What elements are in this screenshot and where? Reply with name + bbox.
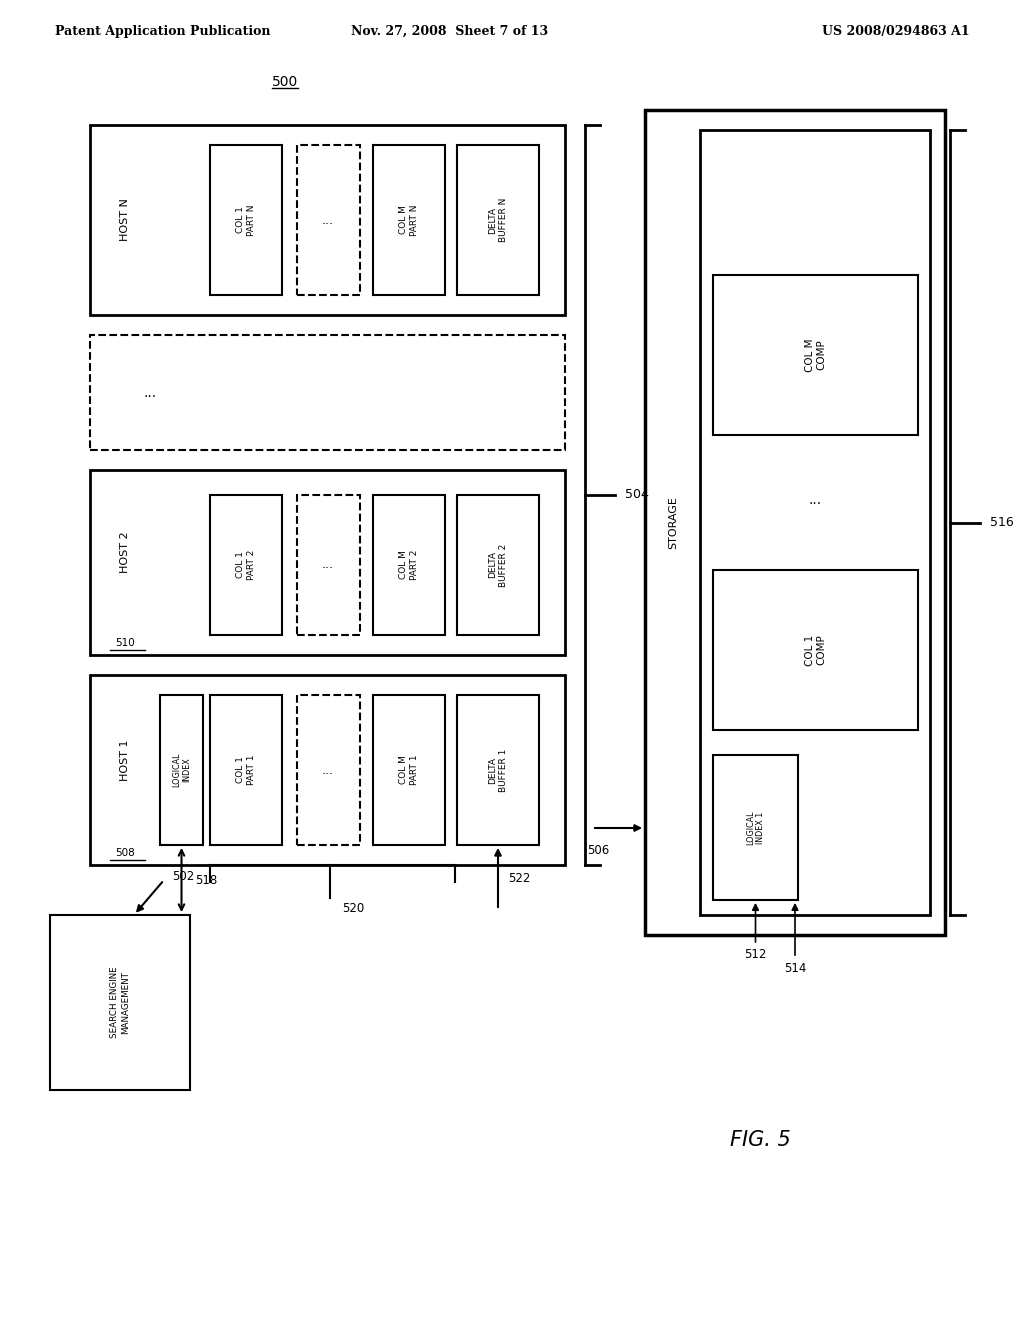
FancyBboxPatch shape bbox=[90, 335, 565, 450]
Text: 516: 516 bbox=[990, 516, 1014, 529]
FancyBboxPatch shape bbox=[457, 696, 539, 845]
Text: 520: 520 bbox=[342, 902, 365, 915]
Text: COL M
PART 1: COL M PART 1 bbox=[399, 755, 419, 785]
Text: 506: 506 bbox=[587, 843, 609, 857]
Text: STORAGE: STORAGE bbox=[668, 496, 678, 549]
FancyBboxPatch shape bbox=[160, 696, 203, 845]
FancyBboxPatch shape bbox=[50, 915, 190, 1090]
FancyBboxPatch shape bbox=[210, 145, 282, 294]
Text: DELTA
BUFFER 2: DELTA BUFFER 2 bbox=[488, 544, 508, 586]
Text: COL 1
PART 2: COL 1 PART 2 bbox=[237, 550, 256, 581]
FancyBboxPatch shape bbox=[297, 495, 360, 635]
Text: ...: ... bbox=[322, 214, 334, 227]
FancyBboxPatch shape bbox=[90, 675, 565, 865]
Text: SEARCH ENGINE
MANAGEMENT: SEARCH ENGINE MANAGEMENT bbox=[111, 966, 130, 1039]
Text: HOST 2: HOST 2 bbox=[120, 532, 130, 573]
Text: ...: ... bbox=[322, 763, 334, 776]
Text: COL 1
PART N: COL 1 PART N bbox=[237, 205, 256, 236]
FancyBboxPatch shape bbox=[645, 110, 945, 935]
FancyBboxPatch shape bbox=[297, 696, 360, 845]
Text: ...: ... bbox=[809, 492, 822, 507]
Text: COL 1
COMP: COL 1 COMP bbox=[805, 635, 826, 665]
Text: DELTA
BUFFER N: DELTA BUFFER N bbox=[488, 198, 508, 242]
FancyBboxPatch shape bbox=[90, 125, 565, 315]
Text: US 2008/0294863 A1: US 2008/0294863 A1 bbox=[822, 25, 970, 38]
FancyBboxPatch shape bbox=[373, 495, 445, 635]
Text: ...: ... bbox=[143, 385, 157, 400]
FancyBboxPatch shape bbox=[210, 495, 282, 635]
Text: COL M
COMP: COL M COMP bbox=[805, 338, 826, 372]
Text: 512: 512 bbox=[744, 948, 767, 961]
FancyBboxPatch shape bbox=[373, 696, 445, 845]
Text: COL M
PART N: COL M PART N bbox=[399, 205, 419, 236]
FancyBboxPatch shape bbox=[210, 696, 282, 845]
FancyBboxPatch shape bbox=[713, 570, 918, 730]
Text: FIG. 5: FIG. 5 bbox=[730, 1130, 791, 1150]
Text: Patent Application Publication: Patent Application Publication bbox=[55, 25, 270, 38]
Text: HOST N: HOST N bbox=[120, 198, 130, 242]
FancyBboxPatch shape bbox=[700, 129, 930, 915]
Text: ...: ... bbox=[322, 558, 334, 572]
Text: 508: 508 bbox=[115, 847, 135, 858]
Text: Nov. 27, 2008  Sheet 7 of 13: Nov. 27, 2008 Sheet 7 of 13 bbox=[351, 25, 549, 38]
Text: 502: 502 bbox=[172, 870, 195, 883]
Text: COL M
PART 2: COL M PART 2 bbox=[399, 550, 419, 581]
FancyBboxPatch shape bbox=[90, 470, 565, 655]
Text: 510: 510 bbox=[115, 638, 135, 648]
Text: LOGICAL
INDEX 1: LOGICAL INDEX 1 bbox=[745, 810, 765, 845]
Text: COL 1
PART 1: COL 1 PART 1 bbox=[237, 755, 256, 785]
Text: DELTA
BUFFER 1: DELTA BUFFER 1 bbox=[488, 748, 508, 792]
FancyBboxPatch shape bbox=[713, 755, 798, 900]
Text: 504: 504 bbox=[625, 488, 649, 502]
Text: 514: 514 bbox=[783, 962, 806, 975]
FancyBboxPatch shape bbox=[373, 145, 445, 294]
Text: LOGICAL
INDEX: LOGICAL INDEX bbox=[172, 752, 191, 787]
FancyBboxPatch shape bbox=[457, 145, 539, 294]
Text: 518: 518 bbox=[195, 874, 217, 887]
FancyBboxPatch shape bbox=[297, 145, 360, 294]
Text: 522: 522 bbox=[508, 871, 530, 884]
Text: 500: 500 bbox=[272, 75, 298, 88]
Text: HOST 1: HOST 1 bbox=[120, 739, 130, 780]
FancyBboxPatch shape bbox=[713, 275, 918, 436]
FancyBboxPatch shape bbox=[457, 495, 539, 635]
